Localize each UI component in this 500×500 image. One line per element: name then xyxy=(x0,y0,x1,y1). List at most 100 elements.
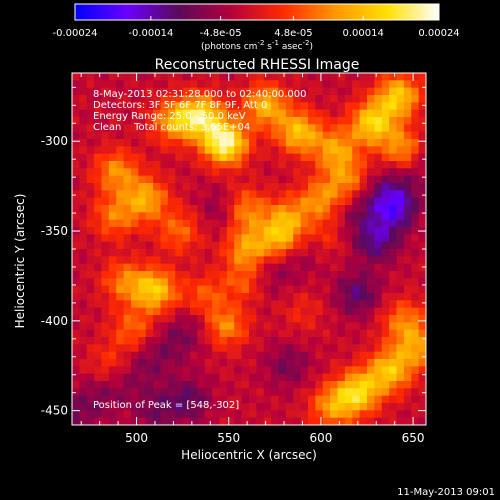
heatmap-cell xyxy=(381,241,390,250)
heatmap-cell xyxy=(403,285,412,294)
heatmap-cell xyxy=(101,175,110,184)
heatmap-cell xyxy=(263,102,272,111)
heatmap-cell xyxy=(234,410,243,419)
heatmap-cell xyxy=(182,373,191,382)
heatmap-cell xyxy=(123,388,132,397)
heatmap-cell xyxy=(256,381,265,389)
heatmap-cell xyxy=(108,80,117,89)
heatmap-cell xyxy=(160,124,169,133)
heatmap-cell xyxy=(374,190,383,199)
heatmap-cell xyxy=(131,109,139,118)
heatmap-cell xyxy=(197,300,206,309)
heatmap-cell xyxy=(344,161,353,169)
heatmap-cell xyxy=(182,307,191,316)
heatmap-cell xyxy=(337,227,346,235)
heatmap-cell xyxy=(381,322,390,331)
heatmap-cell xyxy=(396,234,405,243)
heatmap-cell xyxy=(153,388,161,397)
heatmap-cell xyxy=(285,197,294,206)
heatmap-cell xyxy=(381,256,390,265)
heatmap-cell xyxy=(389,175,397,184)
heatmap-cell xyxy=(175,139,184,147)
heatmap-cell xyxy=(337,102,346,111)
heatmap-cell xyxy=(219,351,228,360)
heatmap-cell xyxy=(418,102,427,111)
heatmap-cell xyxy=(204,227,213,235)
heatmap-cell xyxy=(86,205,95,213)
heatmap-cell xyxy=(308,373,316,382)
heatmap-cell xyxy=(182,241,191,250)
heatmap-cell xyxy=(418,205,427,213)
y-tick-label: -450 xyxy=(41,404,68,418)
heatmap-cell xyxy=(263,241,272,250)
heatmap-cell xyxy=(108,315,117,323)
heatmap-cell xyxy=(175,337,184,345)
heatmap-cell xyxy=(234,307,243,316)
heatmap-cell xyxy=(116,73,125,81)
heatmap-cell xyxy=(352,344,361,353)
heatmap-cell xyxy=(308,117,316,125)
heatmap-cell xyxy=(330,263,338,272)
heatmap-cell xyxy=(278,381,287,389)
heatmap-cell xyxy=(411,322,420,331)
heatmap-cell xyxy=(79,395,88,404)
heatmap-cell xyxy=(308,285,316,294)
heatmap-cell xyxy=(79,175,88,184)
heatmap-cell xyxy=(72,205,80,213)
heatmap-cell xyxy=(374,278,383,287)
heatmap-cell xyxy=(131,366,139,375)
heatmap-cell xyxy=(403,205,412,213)
heatmap-cell xyxy=(241,205,250,213)
heatmap-cell xyxy=(389,271,397,279)
heatmap-cell xyxy=(256,366,265,375)
heatmap-cell xyxy=(271,227,279,235)
heatmap-cell xyxy=(94,285,102,294)
heatmap-cell xyxy=(108,351,117,360)
heatmap-cell xyxy=(197,329,206,338)
heatmap-cell xyxy=(315,161,324,169)
heatmap-cell xyxy=(175,315,184,323)
heatmap-cell xyxy=(367,373,375,382)
heatmap-cell xyxy=(241,256,250,265)
heatmap-cell xyxy=(315,73,324,81)
heatmap-cell xyxy=(197,139,206,147)
heatmap-cell xyxy=(79,161,88,169)
heatmap-cell xyxy=(182,175,191,184)
heatmap-cell xyxy=(197,117,206,125)
heatmap-cell xyxy=(160,403,169,411)
heatmap-cell xyxy=(204,197,213,206)
heatmap-cell xyxy=(160,219,169,228)
heatmap-cell xyxy=(108,249,117,257)
heatmap-cell xyxy=(234,73,243,81)
heatmap-cell xyxy=(344,168,353,177)
heatmap-cell xyxy=(219,183,228,191)
heatmap-cell xyxy=(418,344,427,353)
heatmap-cell xyxy=(367,381,375,389)
heatmap-cell xyxy=(315,197,324,206)
heatmap-cell xyxy=(182,329,191,338)
heatmap-cell xyxy=(263,359,272,367)
heatmap-cell xyxy=(381,80,390,89)
heatmap-cell xyxy=(256,139,265,147)
heatmap-cell xyxy=(322,271,331,279)
heatmap-cell xyxy=(226,175,235,184)
heatmap-cell xyxy=(322,403,331,411)
heatmap-cell xyxy=(234,329,243,338)
heatmap-cell xyxy=(241,278,250,287)
heatmap-cell xyxy=(315,139,324,147)
heatmap-cell xyxy=(197,95,206,103)
heatmap-cell xyxy=(344,373,353,382)
heatmap-cell xyxy=(374,373,383,382)
heatmap-cell xyxy=(263,117,272,125)
heatmap-cell xyxy=(204,285,213,294)
heatmap-cell xyxy=(300,219,309,228)
heatmap-cell xyxy=(359,139,368,147)
heatmap-cell xyxy=(418,168,427,177)
heatmap-cell xyxy=(249,395,257,404)
heatmap-cell xyxy=(263,197,272,206)
heatmap-cell xyxy=(123,381,132,389)
heatmap-cell xyxy=(175,410,184,419)
heatmap-cell xyxy=(241,153,250,162)
heatmap-cell xyxy=(108,139,117,147)
heatmap-cell xyxy=(263,73,272,81)
